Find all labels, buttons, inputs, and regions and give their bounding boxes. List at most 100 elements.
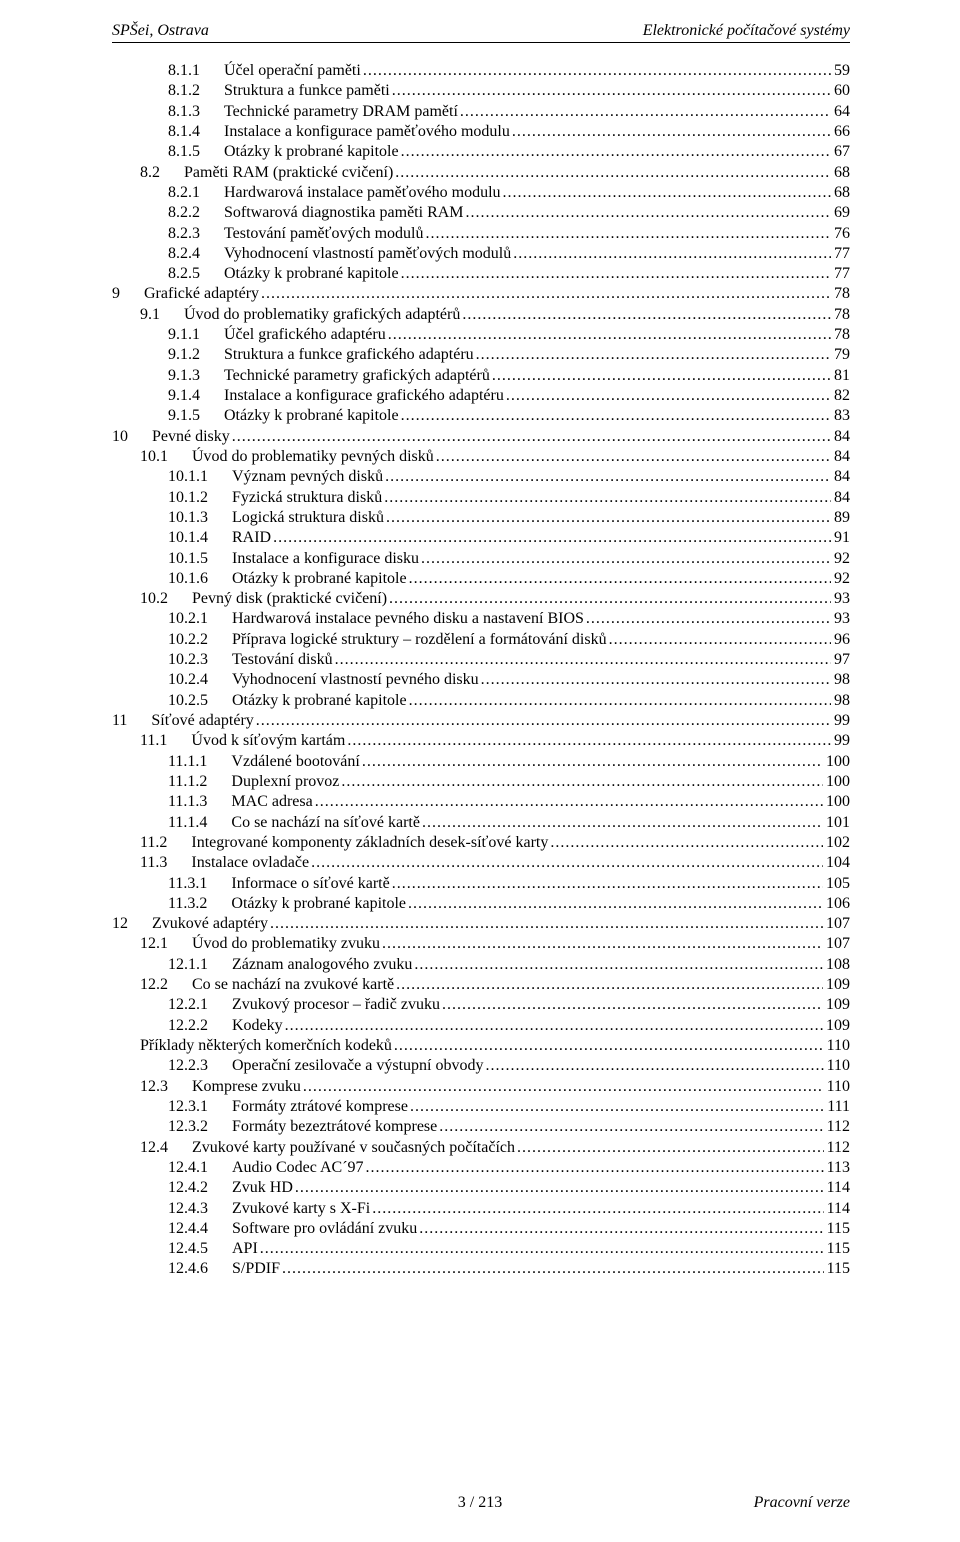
toc-title: Paměti RAM (praktické cvičení) (184, 163, 393, 183)
toc-title: Pevné disky (152, 427, 230, 447)
toc-page: 98 (831, 670, 850, 690)
toc-leader (313, 792, 823, 812)
toc-number: 10.2.2 (168, 630, 232, 650)
toc-title: Struktura a funkce paměti (224, 81, 390, 101)
toc-title: Integrované komponenty základních desek-… (191, 833, 548, 853)
toc-row: 9.1Úvod do problematiky grafických adapt… (112, 305, 850, 325)
toc-number: 11 (112, 711, 151, 731)
toc-number: 8.2.3 (168, 224, 224, 244)
toc-leader (380, 934, 823, 954)
toc-title: Formáty bezeztrátové komprese (232, 1117, 437, 1137)
toc-title: Záznam analogového zvuku (232, 955, 412, 975)
toc-number: 11.2 (140, 833, 191, 853)
toc-title: Formáty ztrátové komprese (232, 1097, 408, 1117)
toc-number: 12.4.4 (168, 1219, 232, 1239)
toc-page: 114 (824, 1178, 850, 1198)
toc-page: 115 (824, 1239, 850, 1259)
toc-leader (408, 1097, 824, 1117)
toc-number: 10.1.4 (168, 528, 232, 548)
toc-leader (254, 711, 831, 731)
toc-title: Instalace a konfigurace grafického adapt… (224, 386, 504, 406)
toc-leader (399, 142, 831, 162)
toc-page: 69 (831, 203, 850, 223)
toc-leader (360, 752, 823, 772)
toc-number: 10.2 (140, 589, 192, 609)
toc-number: 12.4.3 (168, 1199, 232, 1219)
toc-page: 91 (831, 528, 850, 548)
toc-row: 8.2Paměti RAM (praktické cvičení) 68 (112, 163, 850, 183)
toc-page: 115 (824, 1259, 850, 1279)
toc-number: 9.1.4 (168, 386, 224, 406)
toc-number: 11.3 (140, 853, 191, 873)
toc-number: 10.1.6 (168, 569, 232, 589)
header-right: Elektronické počítačové systémy (643, 22, 850, 40)
toc-leader (394, 975, 823, 995)
toc-row: 12.4.1Audio Codec AC´97 113 (112, 1158, 850, 1178)
toc-leader (392, 1036, 824, 1056)
toc-number: 9.1 (140, 305, 184, 325)
toc-row: 11.1.4Co se nachází na síťové kartě 101 (112, 813, 850, 833)
toc-number: 10.2.5 (168, 691, 232, 711)
toc-number: 12.4.1 (168, 1158, 232, 1178)
toc-row: 9.1.2Struktura a funkce grafického adapt… (112, 345, 850, 365)
toc-number: 9.1.5 (168, 406, 224, 426)
toc-leader (407, 691, 831, 711)
toc-number: 8.2.5 (168, 264, 224, 284)
toc-title: S/PDIF (232, 1259, 280, 1279)
toc-leader (515, 1138, 824, 1158)
toc-row: 10.1.3Logická struktura disků 89 (112, 508, 850, 528)
toc-page: 89 (831, 508, 850, 528)
toc-row: 12.2.1Zvukový procesor – řadič zvuku 109 (112, 995, 850, 1015)
toc-number: 10.1.5 (168, 549, 232, 569)
toc-number: 8.2.1 (168, 183, 224, 203)
toc-title: Instalace ovladače (191, 853, 309, 873)
toc-number: 9 (112, 284, 144, 304)
toc-title: Zvuk HD (232, 1178, 293, 1198)
toc-leader (390, 874, 823, 894)
toc-title: RAID (232, 528, 271, 548)
toc-page: 93 (831, 609, 850, 629)
toc-title: Audio Codec AC´97 (232, 1158, 364, 1178)
footer-right-text: Pracovní verze (754, 1494, 850, 1512)
toc-title: Otázky k probrané kapitole (232, 691, 407, 711)
toc-row: 8.2.5Otázky k probrané kapitole 77 (112, 264, 850, 284)
toc-leader (268, 914, 823, 934)
toc-row: 10Pevné disky 84 (112, 427, 850, 447)
toc-leader (458, 102, 831, 122)
toc-leader (460, 305, 831, 325)
toc-page: 77 (831, 244, 850, 264)
toc-number: 11.1.1 (168, 752, 231, 772)
header-left: SPŠei, Ostrava (112, 22, 209, 40)
toc-row: 10.2.5Otázky k probrané kapitole 98 (112, 691, 850, 711)
toc-leader (370, 1199, 823, 1219)
toc-page: 106 (823, 894, 850, 914)
toc-number: 12.4.6 (168, 1259, 232, 1279)
toc-page: 115 (824, 1219, 850, 1239)
toc-title: Komprese zvuku (192, 1077, 301, 1097)
toc-title: Zvukový procesor – řadič zvuku (232, 995, 440, 1015)
page-header: SPŠei, Ostrava Elektronické počítačové s… (112, 22, 850, 40)
toc-leader (407, 569, 831, 589)
header-rule (112, 42, 850, 43)
toc-number: 8.1.3 (168, 102, 224, 122)
toc-number: 12.2.2 (168, 1016, 232, 1036)
toc-page: 78 (831, 284, 850, 304)
toc-number: 12.1 (140, 934, 192, 954)
toc-title: Účel operační paměti (224, 61, 361, 81)
footer-page-number: 3 / 213 (458, 1494, 502, 1511)
toc-row: 8.2.1Hardwarová instalace paměťového mod… (112, 183, 850, 203)
toc-row: 12.1Úvod do problematiky zvuku 107 (112, 934, 850, 954)
toc-row: 8.2.3Testování paměťových modulů 76 (112, 224, 850, 244)
toc-leader (280, 1259, 824, 1279)
toc-leader (417, 1219, 823, 1239)
toc-leader (259, 284, 831, 304)
toc-title: Otázky k probrané kapitole (224, 142, 399, 162)
toc-leader (384, 508, 831, 528)
toc-number: 10.1.1 (168, 467, 232, 487)
toc-page: 93 (831, 589, 850, 609)
toc-page: 67 (831, 142, 850, 162)
toc-leader (399, 264, 831, 284)
toc-page: 92 (831, 569, 850, 589)
toc-row: 12.2Co se nachází na zvukové kartě 109 (112, 975, 850, 995)
toc-number: 10.1 (140, 447, 192, 467)
